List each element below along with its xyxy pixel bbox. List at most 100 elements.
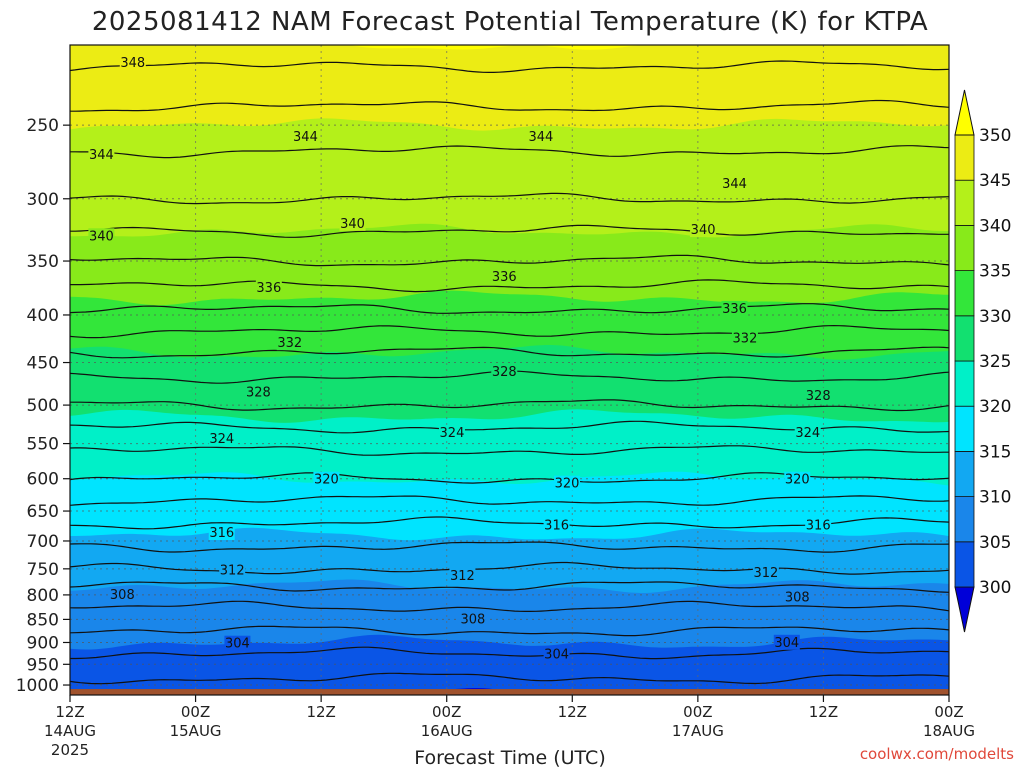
y-tick-label: 350: [27, 252, 59, 272]
grid-lines: [70, 45, 949, 695]
contour-line-312: [70, 561, 949, 575]
contour-line-310: [70, 581, 949, 593]
contour-line-344: [70, 145, 949, 159]
contour-label: 308: [110, 588, 135, 603]
contour-label: 328: [806, 389, 831, 404]
contour-label: 312: [450, 569, 475, 584]
contour-label: 304: [225, 637, 250, 652]
contour-label: 344: [293, 130, 318, 145]
y-tick-label: 750: [27, 560, 59, 580]
contour-line-326: [70, 399, 949, 412]
colorbar-segment: [954, 541, 975, 588]
colorbar-tick-label: 340: [979, 216, 1011, 236]
contour-label-background: [527, 128, 554, 144]
band-above-345: [70, 45, 949, 131]
colorbar-segment: [954, 270, 975, 317]
contour-label-background: [784, 471, 811, 487]
colorbar-tick-label: 300: [979, 578, 1011, 598]
contour-label-background: [554, 475, 581, 491]
credit-text: coolwx.com/modelts: [860, 745, 1014, 763]
contour-label: 336: [256, 281, 281, 296]
y-tick-label: 700: [27, 532, 59, 552]
colorbar-tick-label: 315: [979, 442, 1011, 462]
y-tick-label: 300: [27, 190, 59, 210]
colorbar-tick-label: 320: [979, 397, 1011, 417]
x-tick-date: 14AUG: [44, 722, 96, 740]
contour-label-background: [491, 364, 518, 380]
contour-label-background: [784, 589, 811, 605]
colorbar-segment: [954, 315, 975, 362]
contour-label: 304: [774, 636, 799, 651]
contour-label: 308: [460, 612, 485, 627]
y-tick-label: 400: [27, 306, 59, 326]
contour-label-background: [292, 128, 319, 144]
contour-label: 324: [209, 432, 234, 447]
contour-label: 336: [722, 302, 747, 317]
contour-lines: [70, 60, 949, 685]
colorbar-segment: [954, 134, 975, 181]
y-tick-label: 800: [27, 586, 59, 606]
contour-label-background: [459, 611, 486, 627]
contour-label: 312: [753, 566, 778, 581]
contour-label-background: [805, 387, 832, 403]
contour-line-348: [70, 60, 949, 73]
x-axis-label: Forecast Time (UTC): [414, 747, 605, 768]
contour-label: 348: [120, 56, 145, 71]
contour-line-346: [70, 99, 949, 112]
contour-line-342: [70, 192, 949, 205]
y-tick-label: 850: [27, 610, 59, 630]
x-tick-time: 12Z: [809, 703, 838, 721]
contour-line-304: [70, 646, 949, 660]
contour-line-302: [70, 672, 949, 685]
colorbar-tick-label: 305: [979, 533, 1011, 553]
contour-label-background: [119, 55, 146, 71]
contour-label-background: [219, 562, 246, 578]
contour-label-background: [543, 646, 570, 662]
x-tick-time: 12Z: [55, 703, 84, 721]
contour-label-background: [339, 215, 366, 231]
contour-label-background: [224, 635, 251, 651]
contour-label-background: [276, 335, 303, 351]
contour-label: 340: [340, 217, 365, 232]
y-tick-label: 600: [27, 470, 59, 490]
contour-labels: 348 344 344 344 344 340 340 340 336 336 336 332 332 3…: [88, 55, 832, 663]
ground-fill: [70, 689, 949, 695]
contour-label: 320: [314, 473, 339, 488]
contour-label-background: [721, 300, 748, 316]
contour-label-background: [313, 471, 340, 487]
contour-label-background: [491, 268, 518, 284]
contour-label-background: [690, 222, 717, 238]
x-tick-time: 00Z: [432, 703, 461, 721]
colorbar-segment: [954, 179, 975, 226]
contour-label-background: [208, 524, 235, 540]
contour-label-background: [543, 517, 570, 533]
contour-line-332: [70, 324, 949, 339]
y-tick-label: 550: [27, 435, 59, 455]
contour-label-background: [109, 586, 136, 602]
plot-frame: [69, 44, 950, 696]
contour-line-318: [70, 495, 949, 506]
contour-line-322: [70, 445, 949, 456]
contour-line-338: [70, 254, 949, 267]
contour-label-background: [731, 330, 758, 346]
x-tick-time: 12Z: [306, 703, 335, 721]
plot-area: 348 344 344 344 344 340 340 340 336 336 336 332 332 3…: [70, 45, 949, 695]
y-tick-label: 900: [27, 633, 59, 653]
contour-label: 344: [89, 148, 114, 163]
x-tick-date: 18AUG: [923, 722, 975, 740]
contour-label-background: [449, 567, 476, 583]
x-tick-year: 2025: [51, 741, 89, 759]
contour-line-308: [70, 600, 949, 612]
contour-label-background: [88, 228, 115, 244]
contour-label-background: [773, 634, 800, 650]
contour-label-background: [245, 384, 272, 400]
y-tick-label: 950: [27, 655, 59, 675]
contour-label-background: [721, 176, 748, 192]
colorbar-extend-high: [954, 89, 975, 136]
colorbar-tick-label: 350: [979, 126, 1011, 146]
colorbar-tick-label: 345: [979, 171, 1011, 191]
contour-label: 324: [795, 426, 820, 441]
contour-label: 336: [492, 270, 517, 285]
contour-label-background: [794, 424, 821, 440]
